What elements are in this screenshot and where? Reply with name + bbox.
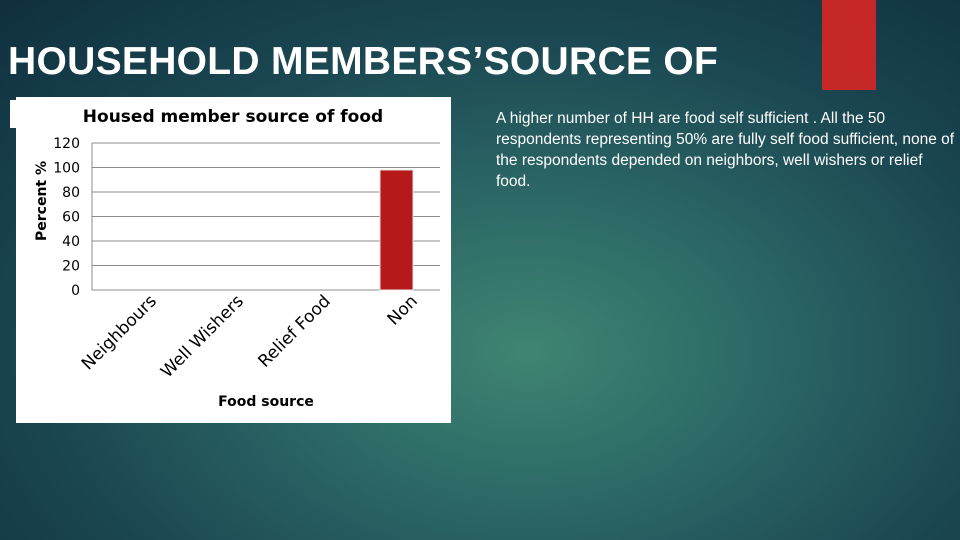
x-tick-label: Non bbox=[384, 291, 422, 329]
accent-block bbox=[822, 0, 876, 90]
chart-panel: Housed member source of food Percent % F… bbox=[16, 97, 451, 423]
x-axis-label: Food source bbox=[218, 394, 314, 410]
bar bbox=[379, 169, 414, 291]
y-tick-label: 80 bbox=[62, 185, 80, 201]
bar-chart: Housed member source of food Percent % F… bbox=[34, 107, 440, 410]
y-tick-label: 100 bbox=[53, 161, 80, 177]
title-tab bbox=[10, 100, 72, 128]
slide-title: HOUSEHOLD MEMBERS’SOURCE OF bbox=[8, 40, 719, 83]
y-tick-label: 20 bbox=[62, 259, 80, 275]
chart-title: Housed member source of food bbox=[83, 107, 383, 127]
y-tick-label: 40 bbox=[62, 234, 80, 250]
x-tick-label: Well Wishers bbox=[157, 291, 248, 382]
y-tick-label: 0 bbox=[71, 283, 80, 299]
body-text: A higher number of HH are food self suff… bbox=[496, 110, 955, 190]
y-axis-label: Percent % bbox=[34, 161, 50, 241]
x-tick-label: Neighbours bbox=[78, 291, 161, 374]
x-tick-label: Relief Food bbox=[254, 291, 334, 371]
y-tick-label: 60 bbox=[62, 210, 80, 226]
y-tick-label: 120 bbox=[53, 136, 80, 152]
